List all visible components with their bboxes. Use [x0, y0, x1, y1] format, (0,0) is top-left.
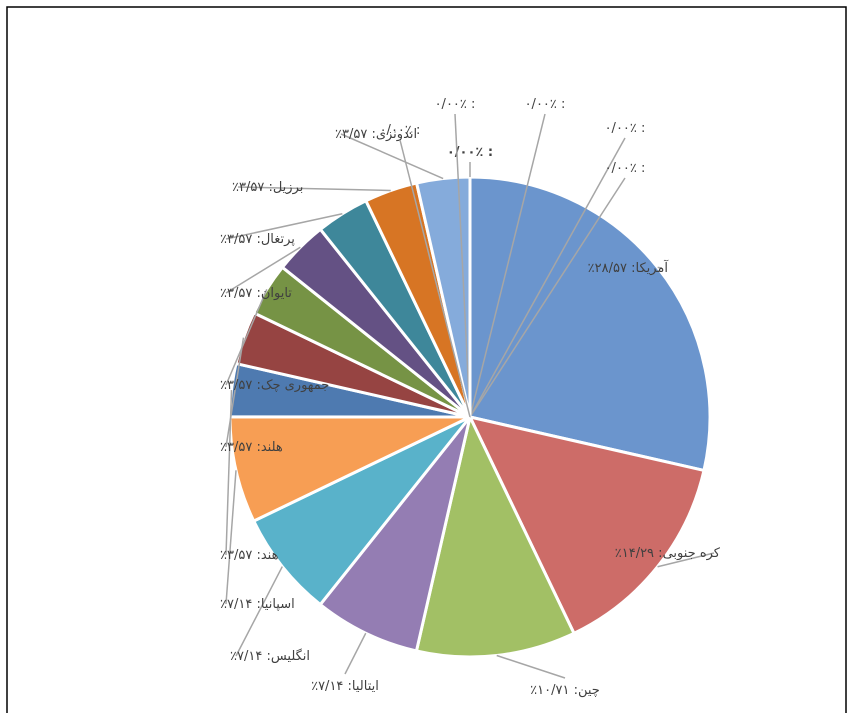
value-label: : ۳/۵۷٪ — [220, 440, 261, 455]
data-label: جمهوری چک: ۳/۵۷٪ — [220, 378, 329, 393]
value-label: : ۰/۰۰٪ — [525, 97, 566, 112]
value-label: : ۲۸/۵۷٪ — [588, 261, 636, 276]
data-label: کره جنوبی: ۱۴/۲۹٪ — [615, 546, 721, 561]
value-label: : ۳/۵۷٪ — [335, 127, 376, 142]
category-name: هند — [261, 548, 279, 563]
data-label: تایوان: ۳/۵۷٪ — [220, 286, 292, 301]
value-label: : ۰/۰۰٪ — [435, 97, 476, 112]
data-label: هلند: ۳/۵۷٪ — [220, 440, 283, 455]
category-name: هلند — [261, 440, 283, 455]
category-name: اسپانیا — [261, 597, 295, 612]
data-label: : ۰/۰۰٪ — [447, 145, 493, 160]
category-name: برزیل — [273, 180, 304, 195]
value-label: : ۷/۱۴٪ — [230, 649, 271, 664]
data-label: اسپانیا: ۷/۱۴٪ — [220, 597, 295, 612]
data-label: : ۰/۰۰٪ — [605, 161, 646, 176]
chart: آمریکا: ۲۸/۵۷٪ کره جنوبی: ۱۴/۲۹٪ چین: ۱۰/۷… — [0, 0, 853, 713]
value-label: : ۱۴/۲۹٪ — [615, 546, 663, 561]
value-label: : ۳/۵۷٪ — [220, 378, 261, 393]
data-label: : ۰/۰۰٪ — [605, 121, 646, 136]
value-label: : ۳/۵۷٪ — [220, 232, 261, 247]
value-label: : ۰/۰۰٪ — [380, 123, 421, 138]
category-name: انگلیس — [271, 648, 310, 664]
data-label: چین: ۱۰/۷۱٪ — [530, 683, 600, 698]
value-label: : ۷/۱۴٪ — [311, 679, 352, 694]
value-label: : ۰/۰۰٪ — [605, 121, 646, 136]
category-name: آمریکا — [635, 259, 669, 276]
data-label: : ۰/۰۰٪ — [435, 97, 476, 112]
category-name: پرتغال — [261, 232, 295, 247]
value-label: : ۳/۵۷٪ — [220, 548, 261, 563]
value-label: : ۰/۰۰٪ — [605, 161, 646, 176]
data-label: ایتالیا: ۷/۱۴٪ — [311, 679, 379, 694]
category-name: جمهوری چک — [261, 378, 330, 393]
value-label: : ۳/۵۷٪ — [220, 286, 261, 301]
value-label: : ۱۰/۷۱٪ — [530, 683, 578, 698]
value-label: : ۷/۱۴٪ — [220, 597, 261, 612]
category-name: چین — [578, 683, 600, 698]
value-label: : ۰/۰۰٪ — [447, 145, 493, 160]
category-name: کره جنوبی — [663, 546, 721, 561]
data-label: برزیل: ۳/۵۷٪ — [232, 180, 303, 195]
data-label: آمریکا: ۲۸/۵۷٪ — [588, 259, 670, 276]
data-label: هند: ۳/۵۷٪ — [220, 548, 279, 563]
data-label: پرتغال: ۳/۵۷٪ — [220, 232, 295, 247]
category-name: تایوان — [261, 286, 292, 301]
data-label: : ۰/۰۰٪ — [380, 123, 421, 138]
category-name: ایتالیا — [352, 679, 379, 694]
data-label: انگلیس: ۷/۱۴٪ — [230, 648, 310, 664]
data-label: : ۰/۰۰٪ — [525, 97, 566, 112]
value-label: : ۳/۵۷٪ — [232, 180, 273, 195]
